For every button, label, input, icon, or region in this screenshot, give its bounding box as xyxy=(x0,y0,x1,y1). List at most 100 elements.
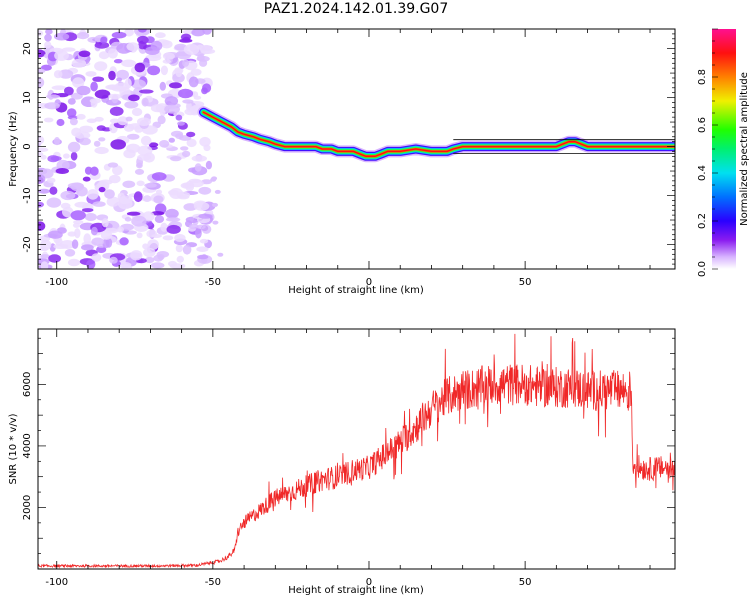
noise-blob xyxy=(124,101,139,109)
noise-blob xyxy=(130,250,143,261)
noise-blob xyxy=(44,33,52,42)
noise-blob xyxy=(64,86,74,96)
noise-blob xyxy=(60,190,76,201)
noise-blob xyxy=(190,68,202,76)
noise-blob xyxy=(142,243,149,250)
noise-blob xyxy=(165,208,179,219)
noise-blob xyxy=(141,195,153,202)
noise-blob xyxy=(40,254,51,259)
noise-blob xyxy=(79,125,94,133)
colorbar-tick-label: 0.8 xyxy=(697,69,708,85)
noise-blob xyxy=(175,114,183,121)
noise-blob xyxy=(91,237,105,246)
noise-blob xyxy=(67,182,84,189)
bottom-x-axis-label: Height of straight line (km) xyxy=(288,585,424,596)
noise-blob xyxy=(109,118,120,124)
noise-blob xyxy=(70,210,86,221)
noise-blob xyxy=(177,121,185,126)
noise-blob xyxy=(134,168,145,175)
noise-blob xyxy=(117,226,124,233)
noise-blob xyxy=(67,141,81,153)
noise-blob xyxy=(86,259,96,269)
noise-blob xyxy=(92,76,105,82)
noise-blob xyxy=(201,87,208,95)
noise-blob xyxy=(94,61,108,71)
x-tick-label: -50 xyxy=(205,577,221,588)
noise-blob xyxy=(198,213,213,219)
noise-blob xyxy=(160,65,168,76)
noise-blob xyxy=(177,88,194,99)
noise-blob xyxy=(49,186,58,195)
noise-blob xyxy=(38,77,45,88)
noise-blob xyxy=(162,59,171,64)
noise-blob xyxy=(109,174,121,184)
noise-blob xyxy=(147,239,159,251)
noise-blob xyxy=(83,233,91,245)
noise-blob xyxy=(188,76,199,88)
noise-blob xyxy=(153,195,164,204)
noise-blob xyxy=(117,116,129,126)
noise-blob xyxy=(217,252,224,257)
noise-blob xyxy=(98,186,106,193)
noise-blob xyxy=(198,186,212,195)
noise-blob xyxy=(196,246,209,252)
noise-blob xyxy=(111,31,127,39)
noise-blob xyxy=(85,71,97,77)
noise-blob xyxy=(76,113,86,120)
snr-panel: -100 -50 0 50 2000 4000 6000 Height of straig… xyxy=(8,328,676,596)
top-y-ticks: -20 -10 0 10 20 xyxy=(22,28,675,270)
noise-blob xyxy=(102,238,110,249)
noise-blob xyxy=(210,177,217,182)
noise-blob xyxy=(76,186,88,197)
noise-blob xyxy=(145,46,160,55)
noise-blob xyxy=(134,62,146,73)
noise-blob xyxy=(91,253,102,262)
noise-blob xyxy=(196,224,206,230)
noise-blob xyxy=(168,137,175,143)
signal-ridge xyxy=(197,106,675,163)
noise-blob xyxy=(76,31,90,40)
noise-blob xyxy=(131,215,147,227)
spectrogram-frame xyxy=(37,28,676,270)
noise-blob xyxy=(191,29,205,37)
x-tick-label: -100 xyxy=(45,577,68,588)
noise-blob xyxy=(188,223,199,230)
noise-blob xyxy=(87,189,99,200)
top-x-ticks: -100 -50 0 50 xyxy=(45,29,651,288)
noise-blob xyxy=(131,79,146,89)
noise-blob xyxy=(64,249,76,257)
noise-blob xyxy=(106,196,120,207)
noise-blob xyxy=(186,138,197,148)
noise-blob xyxy=(71,239,79,249)
noise-blob xyxy=(199,136,211,147)
noise-blob xyxy=(46,94,60,99)
noise-blob xyxy=(96,246,107,253)
noise-blob xyxy=(136,180,145,187)
noise-blob xyxy=(63,153,70,159)
noise-blob xyxy=(164,104,181,114)
noise-blob xyxy=(71,58,87,68)
noise-blob xyxy=(191,155,207,162)
colorbar-ticks: 0.0 0.2 0.4 0.6 0.8 xyxy=(697,28,718,277)
noise-blob xyxy=(70,151,78,161)
noise-blob xyxy=(182,36,190,42)
noise-blob xyxy=(81,208,94,213)
colorbar-label: Normalized spectral amplitude xyxy=(739,72,750,226)
noise-blob xyxy=(113,59,123,64)
noise-blob xyxy=(175,244,183,253)
noise-blob xyxy=(38,68,46,74)
noise-blob xyxy=(107,48,118,59)
noise-blob xyxy=(96,125,106,131)
noise-blob xyxy=(121,59,137,68)
x-tick-label: -50 xyxy=(205,277,221,288)
noise-blob xyxy=(67,98,76,105)
noise-blob xyxy=(39,246,49,252)
noise-blob xyxy=(104,189,115,199)
y-tick-label: 6000 xyxy=(22,372,33,397)
noise-blob xyxy=(150,262,165,269)
noise-blob xyxy=(146,229,158,238)
noise-blob xyxy=(160,40,173,49)
noise-blob xyxy=(212,202,218,207)
noise-blob xyxy=(169,82,182,89)
